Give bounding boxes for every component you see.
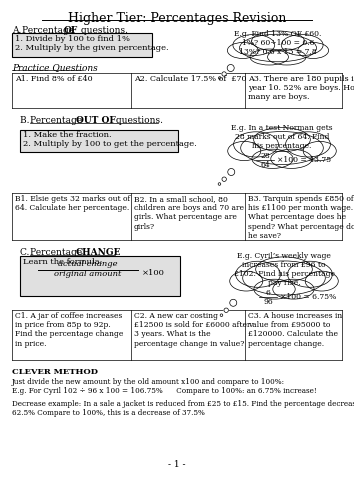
Text: 1. Divide by 100 to find 1%
2. Multiply by the given percentage.: 1. Divide by 100 to find 1% 2. Multiply … (15, 35, 169, 52)
Ellipse shape (254, 279, 295, 299)
Ellipse shape (252, 31, 304, 51)
Ellipse shape (252, 149, 293, 169)
Ellipse shape (243, 261, 325, 295)
Text: A3. There are 180 pupils in
year 10. 52% are boys. How
many are boys.: A3. There are 180 pupils in year 10. 52%… (248, 75, 354, 102)
Ellipse shape (240, 34, 316, 62)
Ellipse shape (234, 132, 279, 157)
Text: E.g. For Cyril 102 ÷ 96 x 100 = 106.75%      Compare to 100%: an 6.75% increase!: E.g. For Cyril 102 ÷ 96 x 100 = 106.75% … (12, 387, 317, 395)
Text: OUT OF: OUT OF (76, 116, 116, 125)
Text: C3. A house increases in
value from £95000 to
£120000. Calculate the
percentage : C3. A house increases in value from £950… (248, 312, 342, 348)
Text: OF: OF (64, 26, 78, 35)
Circle shape (218, 182, 221, 186)
Ellipse shape (305, 271, 338, 291)
Ellipse shape (256, 257, 312, 281)
Ellipse shape (241, 132, 323, 164)
Ellipse shape (268, 49, 306, 65)
Text: E.g. Cyril’s weekly wage: E.g. Cyril’s weekly wage (237, 252, 331, 260)
Text: 62.5% Compare to 100%, this is a decrease of 37.5%: 62.5% Compare to 100%, this is a decreas… (12, 409, 205, 417)
Text: CHANGE: CHANGE (76, 248, 121, 257)
Circle shape (227, 64, 234, 71)
Ellipse shape (250, 49, 289, 65)
Ellipse shape (236, 262, 280, 287)
Ellipse shape (254, 128, 310, 152)
Text: B3. Tarquin spends £850 of
his £1100 per month wage.
What percentage does he
spe: B3. Tarquin spends £850 of his £1100 per… (248, 195, 354, 240)
Circle shape (224, 308, 228, 312)
Text: B1. Elsie gets 32 marks out of
64. Calculate her percentage.: B1. Elsie gets 32 marks out of 64. Calcu… (15, 195, 130, 212)
Circle shape (218, 76, 221, 80)
Ellipse shape (281, 34, 323, 56)
Ellipse shape (286, 132, 330, 157)
Circle shape (222, 177, 226, 182)
Text: 64: 64 (260, 161, 270, 169)
Text: questions.: questions. (78, 26, 128, 35)
Text: C1. A jar of coffee increases
in price from 85p to 92p.
Find the percentage chan: C1. A jar of coffee increases in price f… (15, 312, 124, 348)
Text: pay rise.: pay rise. (268, 279, 300, 287)
Text: A.: A. (12, 26, 27, 35)
Text: E.g. In a test Norman gets: E.g. In a test Norman gets (231, 124, 333, 132)
Ellipse shape (233, 34, 275, 56)
Text: Learn the formula:: Learn the formula: (23, 258, 103, 266)
Text: ×100: ×100 (142, 269, 165, 277)
Text: 96: 96 (263, 298, 273, 306)
Ellipse shape (287, 262, 332, 287)
Text: B.: B. (20, 116, 35, 125)
Text: Just divide the new amount by the old amount x100 and compare to 100%:: Just divide the new amount by the old am… (12, 378, 285, 386)
Text: original amount: original amount (54, 270, 122, 278)
Text: - 1 -: - 1 - (168, 460, 186, 469)
Circle shape (222, 72, 226, 76)
Ellipse shape (298, 42, 329, 58)
Circle shape (220, 314, 223, 316)
Text: C2. A new car costing
£12500 is sold for £6000 after
3 years. What is the
percen: C2. A new car costing £12500 is sold for… (134, 312, 251, 348)
Text: A1. Find 8% of £40: A1. Find 8% of £40 (15, 75, 93, 83)
Text: his percentage.: his percentage. (252, 142, 312, 150)
Circle shape (228, 168, 235, 175)
Text: Decrease example: In a sale a jacket is reduced from £25 to £15. Find the percen: Decrease example: In a sale a jacket is … (12, 400, 354, 408)
Text: Percentage: Percentage (22, 26, 77, 35)
Text: Percentage: Percentage (30, 248, 85, 257)
Ellipse shape (227, 42, 258, 58)
FancyBboxPatch shape (20, 256, 180, 296)
Text: ×100 = 6.75%: ×100 = 6.75% (280, 293, 336, 301)
Ellipse shape (230, 271, 263, 291)
Text: Percentage: Percentage (30, 116, 85, 125)
Text: CLEVER METHOD: CLEVER METHOD (12, 368, 98, 376)
Text: 28: 28 (260, 152, 270, 160)
Text: £102. Find his percentage: £102. Find his percentage (234, 270, 335, 278)
Text: Practice Questions: Practice Questions (12, 63, 98, 72)
Ellipse shape (271, 149, 312, 169)
Ellipse shape (228, 142, 261, 161)
Text: questions.: questions. (113, 116, 163, 125)
Text: E.g. Find 13% OF £60.
1%? 60÷100 = 0.6
13%? 0.6 x 13 = 7.8: E.g. Find 13% OF £60. 1%? 60÷100 = 0.6 1… (234, 30, 322, 56)
FancyBboxPatch shape (12, 33, 152, 57)
Circle shape (230, 300, 237, 306)
Text: Higher Tier: Percentages Revision: Higher Tier: Percentages Revision (68, 12, 286, 25)
Text: actual change: actual change (58, 260, 118, 268)
Text: C.: C. (20, 248, 35, 257)
Text: 1. Make the fraction.
2. Multiply by 100 to get the percentage.: 1. Make the fraction. 2. Multiply by 100… (23, 131, 197, 148)
Text: A2. Calculate 17.5% of  £70: A2. Calculate 17.5% of £70 (134, 75, 246, 83)
FancyBboxPatch shape (20, 130, 178, 152)
Text: 6: 6 (266, 289, 270, 297)
Ellipse shape (273, 279, 314, 299)
Text: increases from £96 to: increases from £96 to (242, 261, 326, 269)
Ellipse shape (303, 142, 336, 161)
Text: 28 marks out of 64. Find: 28 marks out of 64. Find (235, 133, 329, 141)
Text: B2. In a small school, 80
children are boys and 70 are
girls. What percentage ar: B2. In a small school, 80 children are b… (134, 195, 244, 230)
Text: ×100 = 43.75: ×100 = 43.75 (277, 156, 331, 164)
